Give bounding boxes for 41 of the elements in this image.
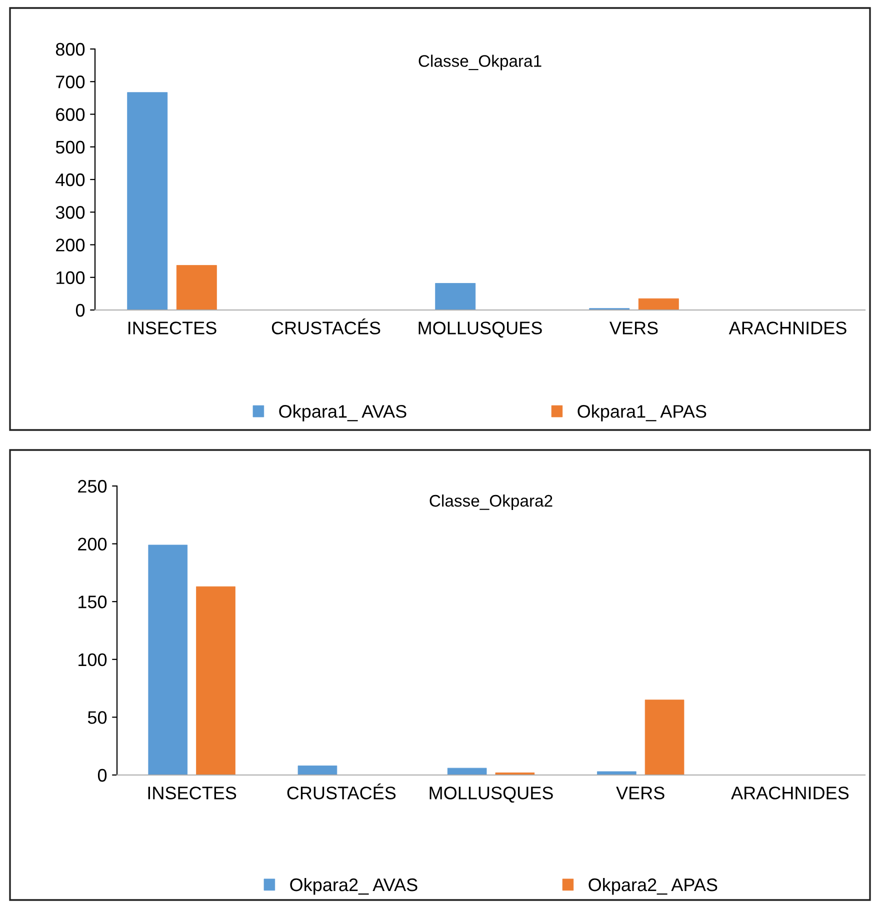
bar [298, 766, 338, 775]
y-tick-label: 400 [56, 173, 85, 186]
y-tick-label: 0 [98, 768, 107, 782]
x-tick-label: VERS [609, 322, 658, 334]
y-tick-label: 250 [78, 480, 107, 493]
y-tick-label: 200 [56, 238, 85, 252]
y-tick-label: 500 [56, 140, 85, 154]
x-tick-label: MOLLUSQUES [418, 322, 542, 338]
bar [638, 298, 679, 310]
y-tick-label: 300 [56, 206, 85, 219]
y-tick-label: 700 [56, 76, 85, 88]
bar [148, 544, 188, 775]
x-tick-label: CRUSTACÉS [287, 784, 396, 800]
x-tick-label: INSECTES [128, 322, 216, 334]
y-tick-label: 100 [56, 271, 85, 284]
legend-label: Okpara2_ APAS [588, 878, 718, 895]
y-tick-label: 100 [78, 653, 107, 666]
x-tick-label: INSECTES [148, 786, 236, 800]
bar [644, 700, 684, 775]
chart-title: Classe_Okpara1 [418, 54, 542, 70]
x-tick-label: ARACHNIDES [728, 322, 846, 334]
y-tick-label: 50 [88, 711, 107, 724]
x-tick-label: CRUSTACÉS [272, 318, 380, 334]
x-tick-label: MOLLUSQUES [430, 786, 553, 803]
x-tick-label: VERS [616, 786, 664, 800]
legend-label: Okpara1_ AVAS [279, 404, 406, 422]
legend-label: Okpara1_ APAS [578, 404, 706, 422]
y-tick-label: 0 [76, 304, 85, 317]
y-tick-label: 200 [78, 538, 107, 551]
bar [447, 768, 487, 775]
y-tick-label: 600 [56, 108, 85, 121]
y-tick-label: 800 [56, 42, 85, 56]
legend-label: Okpara2_ AVAS [290, 878, 418, 895]
bar [597, 771, 636, 775]
chart-title: Classe_Okpara2 [430, 494, 552, 510]
bar [127, 92, 168, 310]
bar [435, 283, 476, 310]
x-tick-label: ARACHNIDES [731, 786, 849, 800]
bar [196, 586, 236, 775]
bar [176, 265, 217, 310]
y-tick-label: 150 [78, 596, 107, 608]
